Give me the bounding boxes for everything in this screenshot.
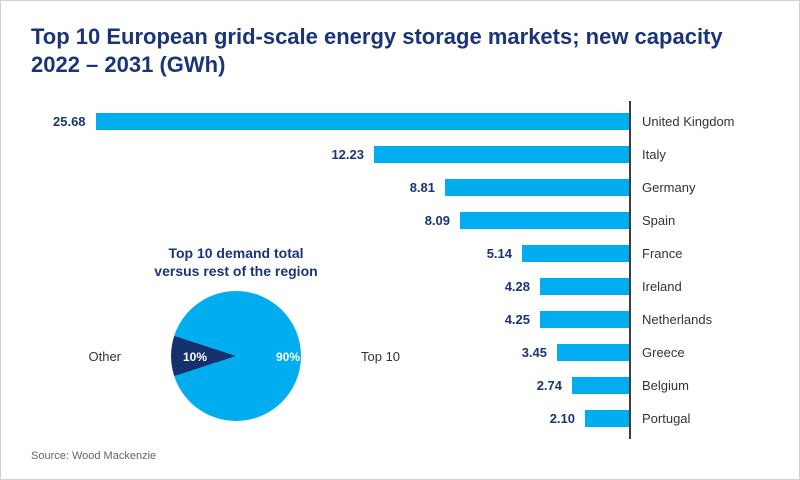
pie-slice-percent-other: 10% bbox=[182, 350, 208, 364]
bar-row: 3.45 bbox=[53, 336, 629, 369]
bar-row: 8.81 bbox=[53, 171, 629, 204]
bar bbox=[522, 245, 629, 262]
bar-value-label: 12.23 bbox=[331, 147, 364, 162]
bar-category-label: Netherlands bbox=[642, 312, 713, 327]
pie-title-line1: Top 10 demand total bbox=[168, 245, 304, 261]
pie-chart bbox=[171, 291, 301, 421]
bar-category-label: Greece bbox=[642, 345, 685, 360]
bar-category-label: Germany bbox=[642, 180, 696, 195]
bar-row: 4.25 bbox=[53, 303, 629, 336]
bar-value-label: 4.28 bbox=[504, 279, 530, 294]
bar-plot: 25.68 12.23 8.81 8.09 5.14 4.28 4.25 3.45 2.74 2.… bbox=[53, 105, 629, 435]
bar-category-label: France bbox=[642, 246, 683, 261]
bar bbox=[445, 179, 629, 196]
pie-title: Top 10 demand total versus rest of the re… bbox=[126, 244, 346, 280]
bar-category-label: United Kingdom bbox=[642, 114, 735, 129]
bar-category-label: Italy bbox=[642, 147, 666, 162]
bar-row: 2.10 bbox=[53, 402, 629, 435]
bar bbox=[557, 344, 629, 361]
bar bbox=[540, 278, 629, 295]
bar-row: 2.74 bbox=[53, 369, 629, 402]
bar-category-label: Spain bbox=[642, 213, 676, 228]
bar-value-label: 8.81 bbox=[409, 180, 435, 195]
bar bbox=[374, 146, 629, 163]
bar bbox=[460, 212, 629, 229]
bar-row: 12.23 bbox=[53, 138, 629, 171]
pie-title-line2: versus rest of the region bbox=[154, 263, 318, 280]
bar-value-label: 2.10 bbox=[549, 411, 575, 426]
bar-value-label: 3.45 bbox=[521, 345, 547, 360]
bar-row: 8.09 bbox=[53, 204, 629, 237]
bar-axis-line bbox=[629, 101, 631, 439]
source-note: Source: Wood Mackenzie bbox=[31, 450, 157, 462]
chart-title-line1: Top 10 European grid-scale energy storag… bbox=[31, 24, 723, 49]
pie-slice-label-other: Other bbox=[88, 349, 121, 364]
bar-row: 5.14 bbox=[53, 237, 629, 270]
bar-value-label: 5.14 bbox=[486, 246, 512, 261]
pie-slice-label-top10: Top 10 bbox=[361, 349, 401, 364]
bar-category-label: Ireland bbox=[642, 279, 682, 294]
bar-category-label: Portugal bbox=[642, 411, 691, 426]
bar-value-label: 25.68 bbox=[53, 114, 86, 129]
bar-value-label: 4.25 bbox=[504, 312, 530, 327]
pie-slice-percent-top10: 90% bbox=[275, 350, 301, 364]
chart-title: Top 10 European grid-scale energy storag… bbox=[31, 23, 751, 78]
chart-title-line2: 2022 – 2031 (GWh) bbox=[31, 51, 226, 77]
bar bbox=[95, 113, 629, 130]
bar-category-labels: United Kingdom Italy Germany Spain France Ire… bbox=[642, 105, 735, 435]
bar-row: 25.68 bbox=[53, 105, 629, 138]
bar bbox=[572, 377, 629, 394]
bar bbox=[540, 311, 629, 328]
bar bbox=[585, 410, 629, 427]
bar-category-label: Belgium bbox=[642, 378, 689, 393]
bar-row: 4.28 bbox=[53, 270, 629, 303]
bar-value-label: 2.74 bbox=[536, 378, 562, 393]
bar-value-label: 8.09 bbox=[424, 213, 450, 228]
